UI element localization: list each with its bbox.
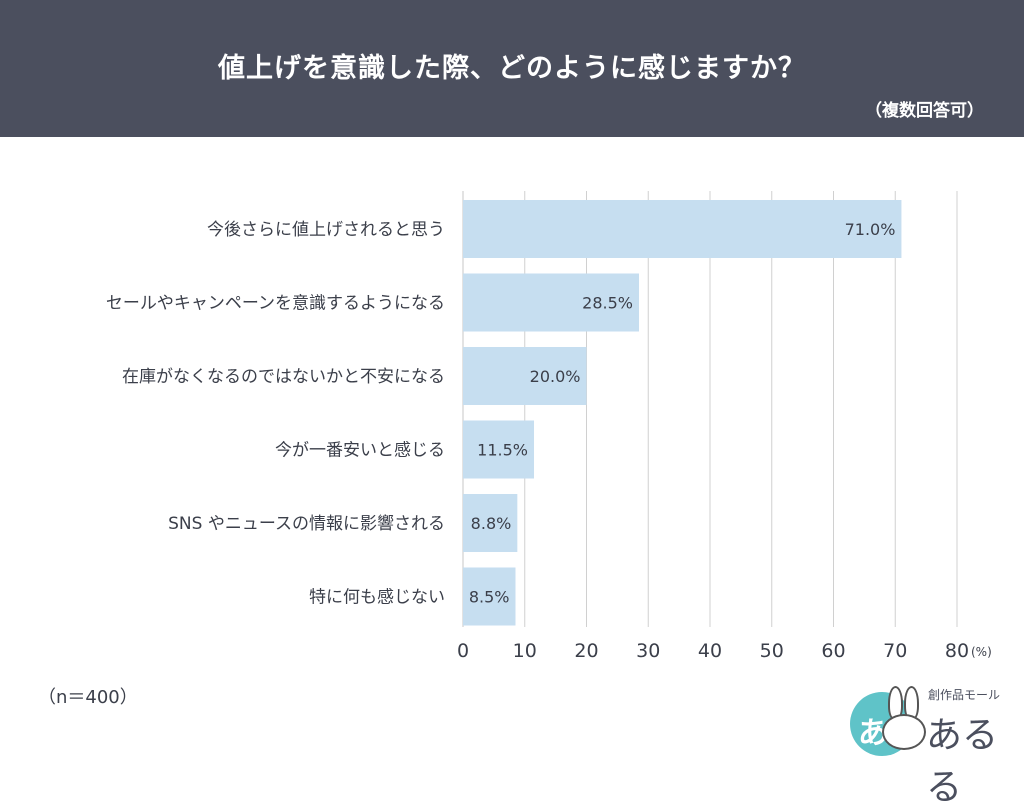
logo-tagline: 創作品モール: [928, 688, 1001, 702]
x-tick-label: 30: [636, 640, 660, 662]
x-tick-label: 80: [945, 640, 969, 662]
bar: [463, 420, 535, 479]
category-label: 在庫がなくなるのではないかと不安になる: [122, 367, 445, 387]
bar: [463, 567, 516, 626]
bar-value-label: 8.8%: [471, 514, 512, 533]
bar: [463, 273, 639, 332]
category-label: SNS やニュースの情報に影響される: [168, 514, 445, 534]
x-tick-label: 50: [760, 640, 784, 662]
x-tick-label: 70: [883, 640, 907, 662]
x-unit-label: (%): [971, 645, 992, 659]
bar-value-label: 8.5%: [469, 588, 510, 607]
bar-value-label: 11.5%: [477, 441, 528, 460]
bar: [463, 347, 587, 405]
x-tick-label: 0: [457, 640, 469, 662]
category-label: 今後さらに値上げされると思う: [207, 220, 445, 240]
x-tick-label: 10: [513, 640, 537, 662]
x-tick-label: 20: [574, 640, 598, 662]
bar-value-label: 20.0%: [530, 367, 581, 386]
chart-subtitle: （複数回答可）: [865, 101, 984, 121]
brand-logo: あ 創作品モール あるる: [850, 680, 1010, 808]
x-tick-label: 60: [821, 640, 845, 662]
category-label: 特に何も感じない: [309, 588, 445, 608]
category-label: 今が一番安いと感じる: [275, 441, 445, 461]
bar-value-label: 28.5%: [582, 294, 633, 313]
category-label: セールやキャンペーンを意識するようになる: [106, 294, 445, 314]
bar: [463, 200, 902, 258]
header-banner: 値上げを意識した際、どのように感じますか？ （複数回答可）: [0, 0, 1024, 137]
logo-name: あるる: [926, 715, 999, 808]
bar: [463, 494, 518, 552]
rabbit-face-icon: [882, 714, 926, 750]
sample-size-note: （n＝400）: [38, 687, 138, 708]
x-tick-label: 40: [698, 640, 722, 662]
bar-chart: 71.0% 今後さらに値上げされると思う 28.5% セールやキャンペーンを意識するよ…: [106, 191, 992, 662]
bar-value-label: 71.0%: [845, 220, 896, 239]
chart-title: 値上げを意識した際、どのように感じますか？: [218, 53, 806, 84]
